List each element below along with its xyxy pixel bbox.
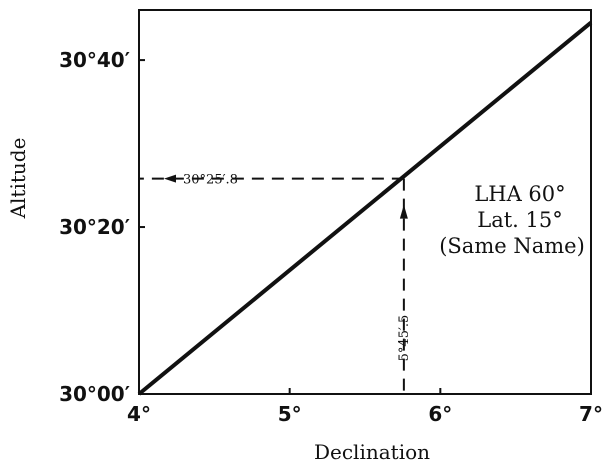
up-arrow-head <box>399 204 408 219</box>
x-axis-ticks: 4° 5° 6° 7° <box>127 388 603 426</box>
y-axis-ticks: 30°00′ 30°20′ 30°40′ <box>59 48 145 406</box>
y-tick-label: 30°00′ <box>59 382 130 406</box>
x-tick-label: 6° <box>428 402 452 426</box>
note-line-lha: LHA 60° <box>474 182 565 206</box>
x-tick-label: 7° <box>579 402 603 426</box>
plot-frame <box>138 9 592 395</box>
y-tick-label: 30°40′ <box>59 48 130 72</box>
chart-note: LHA 60° Lat. 15° (Same Name) <box>439 182 585 258</box>
x-tick-label: 5° <box>278 402 302 426</box>
y-tick-label: 30°20′ <box>59 215 130 239</box>
left-arrow-head <box>164 174 176 183</box>
note-line-lat: Lat. 15° <box>477 208 562 232</box>
series-line <box>137 20 593 396</box>
horizontal-arrow-label: 30°25′.8 <box>183 173 238 188</box>
note-line-same-name: (Same Name) <box>439 234 585 258</box>
x-axis-title: Declination <box>314 440 430 464</box>
x-tick-label: 4° <box>127 402 151 426</box>
vertical-arrow-label: 5°45′.5 <box>397 315 412 362</box>
y-axis-title: Altitude <box>6 138 30 220</box>
